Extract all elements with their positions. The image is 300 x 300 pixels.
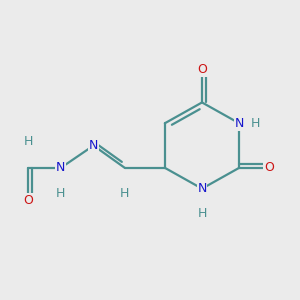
- Text: H: H: [251, 117, 260, 130]
- Text: H: H: [23, 135, 33, 148]
- Text: N: N: [197, 182, 207, 195]
- Text: O: O: [197, 63, 207, 76]
- Text: H: H: [197, 207, 207, 220]
- Text: N: N: [235, 117, 244, 130]
- Text: H: H: [120, 187, 129, 200]
- Text: H: H: [56, 187, 65, 200]
- Text: N: N: [56, 161, 65, 174]
- Text: O: O: [23, 194, 33, 207]
- Text: N: N: [89, 139, 98, 152]
- Text: O: O: [264, 161, 274, 174]
